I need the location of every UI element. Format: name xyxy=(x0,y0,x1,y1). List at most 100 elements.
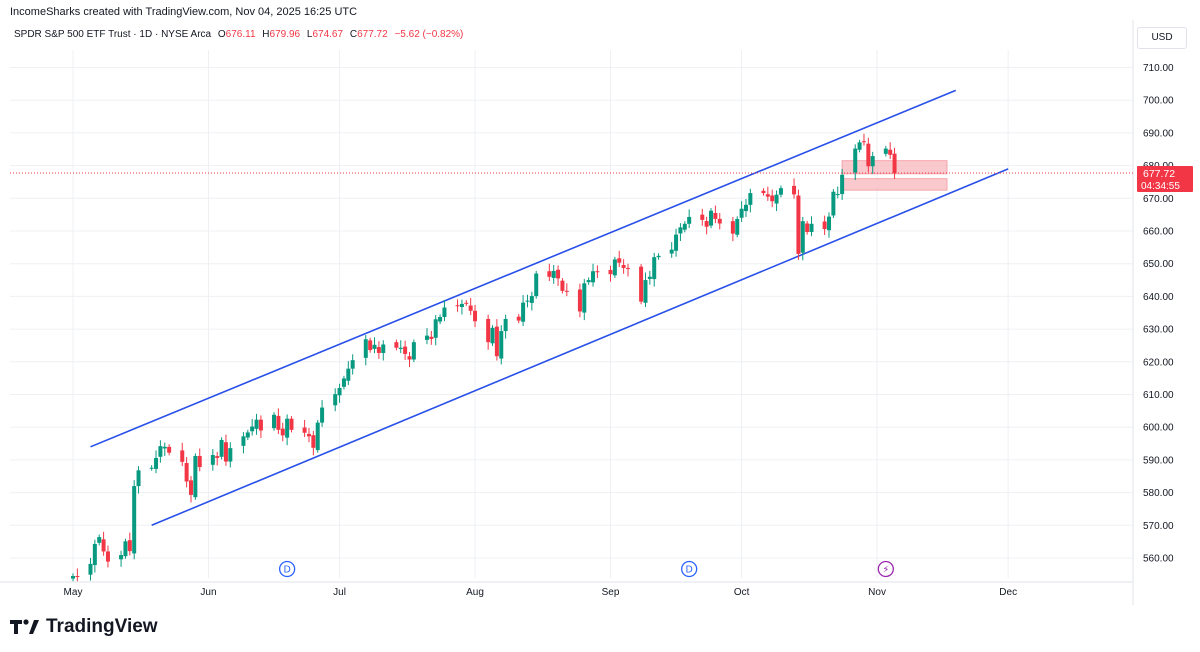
candle-body xyxy=(730,221,735,234)
candle-body xyxy=(381,344,386,353)
candle-body xyxy=(612,259,617,276)
candle-body xyxy=(669,249,674,254)
candle-body xyxy=(333,394,338,406)
candle-body xyxy=(320,407,325,423)
candle-body xyxy=(442,307,447,318)
candle-body xyxy=(625,267,630,269)
currency-button[interactable]: USD xyxy=(1137,27,1187,49)
y-tick-label: 650.00 xyxy=(1143,259,1174,270)
candle-body xyxy=(372,344,377,349)
y-tick-label: 660.00 xyxy=(1143,227,1174,238)
candle-body xyxy=(577,289,582,312)
candle-body xyxy=(101,539,106,552)
candle-body xyxy=(748,193,753,205)
price-tag-countdown: 04:34:55 xyxy=(1141,181,1180,192)
candle-body xyxy=(289,418,294,430)
x-tick-label: Aug xyxy=(466,587,484,598)
candle-body xyxy=(888,149,893,155)
x-tick-label: Nov xyxy=(868,587,886,598)
candle-body xyxy=(861,141,866,143)
x-tick-label: Sep xyxy=(602,587,620,598)
x-tick-label: Oct xyxy=(734,587,750,598)
candle-body xyxy=(272,414,277,429)
candle-body xyxy=(241,436,246,446)
close-label: C xyxy=(349,29,358,40)
candle-body xyxy=(591,271,596,283)
candle-body xyxy=(704,221,709,227)
candle-body xyxy=(315,422,320,451)
split-marker xyxy=(877,560,894,578)
candle-body xyxy=(551,270,556,278)
tradingview-logo-icon xyxy=(10,619,39,634)
candle-body xyxy=(774,194,779,204)
candle-body xyxy=(398,347,403,349)
y-tick-label: 640.00 xyxy=(1143,292,1174,303)
y-tick-label: 590.00 xyxy=(1143,455,1174,466)
candle-body xyxy=(857,142,862,150)
candle-body xyxy=(866,143,871,167)
candle-body xyxy=(800,221,805,253)
candle-body xyxy=(197,455,202,468)
candle-body xyxy=(468,305,473,311)
y-tick-label: 580.00 xyxy=(1143,488,1174,499)
candle-body xyxy=(516,316,521,321)
candle-body xyxy=(337,387,342,396)
candle-body xyxy=(132,486,137,554)
candle-body xyxy=(717,218,722,224)
candle-body xyxy=(280,428,285,436)
low-value: 674.67 xyxy=(312,29,344,40)
candle-body xyxy=(503,318,508,332)
candle-body xyxy=(656,255,661,258)
candle-body xyxy=(119,555,124,560)
candle-body xyxy=(158,446,163,457)
candle-body xyxy=(608,269,613,275)
candle-body xyxy=(647,276,652,279)
candle-body xyxy=(228,448,233,462)
candle-body xyxy=(796,195,801,254)
candle-body xyxy=(778,188,783,195)
candle-body xyxy=(341,378,346,387)
dividend-marker-label: D xyxy=(686,565,693,576)
candle-body xyxy=(97,537,102,543)
candle-body xyxy=(547,271,552,277)
price-tag-value: 677.72 xyxy=(1143,168,1175,180)
candle-body xyxy=(127,540,132,552)
y-tick-label: 690.00 xyxy=(1143,128,1174,139)
candle-body xyxy=(595,271,600,273)
candle-body xyxy=(735,218,740,235)
candle-body xyxy=(853,148,858,173)
candle-body xyxy=(682,223,687,230)
candle-body xyxy=(761,190,766,194)
candle-body xyxy=(258,419,263,431)
candle-body xyxy=(765,194,770,197)
low-label: L xyxy=(306,29,313,40)
candle-body xyxy=(223,442,228,462)
candle-body xyxy=(486,318,491,343)
upper-channel-line xyxy=(90,89,957,448)
candle-body xyxy=(210,454,215,465)
candle-body xyxy=(687,216,692,224)
tradingview-logo-text: TradingView xyxy=(46,616,158,637)
candle-body xyxy=(835,194,840,196)
candle-body xyxy=(560,280,565,291)
candle-body xyxy=(809,223,814,232)
price-tag xyxy=(1137,166,1193,193)
candle-body xyxy=(883,148,888,154)
chart-attribution: IncomeSharks created with TradingView.co… xyxy=(10,6,358,18)
y-tick-label: 560.00 xyxy=(1143,554,1174,565)
candle-body xyxy=(154,457,159,469)
candle-body xyxy=(840,174,845,195)
symbol-name: SPDR S&P 500 ETF Trust · 1D · NYSE Arca xyxy=(14,29,212,40)
candle-body xyxy=(792,185,797,195)
candle-body xyxy=(438,317,443,322)
candle-body xyxy=(411,342,416,360)
candle-body xyxy=(621,265,626,268)
candle-body xyxy=(709,210,714,226)
candle-body xyxy=(827,216,832,231)
dividend-marker xyxy=(278,560,296,578)
candle-body xyxy=(123,541,128,557)
candle-body xyxy=(368,340,373,351)
candle-body xyxy=(892,153,897,174)
candle-body xyxy=(870,156,875,167)
